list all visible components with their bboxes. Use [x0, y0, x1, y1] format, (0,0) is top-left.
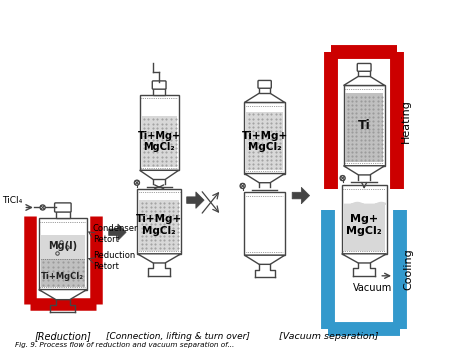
Bar	[39, 219, 87, 290]
Polygon shape	[245, 255, 285, 264]
Bar	[137, 189, 181, 254]
Bar	[245, 102, 285, 173]
Bar	[142, 116, 177, 167]
Bar	[140, 95, 179, 170]
Polygon shape	[292, 187, 310, 204]
Bar	[342, 185, 387, 254]
Text: Cooling: Cooling	[403, 248, 413, 290]
Bar	[344, 85, 385, 166]
Text: Mg(l): Mg(l)	[48, 241, 77, 251]
Polygon shape	[187, 192, 204, 208]
Polygon shape	[344, 166, 385, 175]
Polygon shape	[140, 170, 179, 180]
FancyBboxPatch shape	[55, 203, 71, 212]
Text: Ti+Mg+
MgCl₂: Ti+Mg+ MgCl₂	[136, 214, 182, 236]
Text: Ti+Mg+
MgCl₂: Ti+Mg+ MgCl₂	[242, 131, 288, 152]
Text: Mg+
MgCl₂: Mg+ MgCl₂	[346, 214, 382, 236]
Bar	[153, 88, 165, 95]
Text: Ti+MgCl₂: Ti+MgCl₂	[41, 272, 84, 281]
Text: Vacuum: Vacuum	[353, 283, 392, 293]
Text: Ti+Mg+
MgCl₂: Ti+Mg+ MgCl₂	[137, 131, 181, 152]
Polygon shape	[137, 254, 181, 263]
Text: TiCl₄: TiCl₄	[2, 196, 22, 205]
Bar	[41, 236, 85, 259]
Polygon shape	[245, 93, 285, 102]
Text: [Reduction]: [Reduction]	[35, 331, 91, 341]
Polygon shape	[109, 224, 126, 241]
Circle shape	[240, 183, 245, 188]
Circle shape	[340, 176, 345, 181]
Bar	[344, 204, 385, 251]
Bar	[245, 192, 285, 255]
Text: Heating: Heating	[401, 99, 410, 143]
Bar	[41, 259, 85, 287]
Text: Condenser
Retort: Condenser Retort	[93, 224, 138, 244]
Text: Fig. 9. Process flow of reduction and vacuum separation of...: Fig. 9. Process flow of reduction and va…	[15, 342, 234, 348]
Text: Reduction
Retort: Reduction Retort	[93, 251, 135, 271]
Polygon shape	[245, 173, 285, 183]
FancyBboxPatch shape	[152, 81, 166, 89]
Text: [Vacuum separation]: [Vacuum separation]	[279, 332, 379, 341]
Text: [Connection, lifting & turn over]: [Connection, lifting & turn over]	[106, 332, 249, 341]
Bar	[259, 87, 270, 93]
Bar	[139, 200, 179, 251]
Bar	[246, 112, 283, 170]
Polygon shape	[344, 76, 385, 85]
Text: Ti: Ti	[358, 119, 371, 132]
Circle shape	[135, 180, 139, 185]
FancyBboxPatch shape	[357, 64, 371, 71]
FancyBboxPatch shape	[258, 80, 271, 88]
Polygon shape	[342, 254, 387, 263]
Bar	[55, 211, 70, 219]
Circle shape	[40, 205, 45, 210]
Bar	[346, 93, 383, 162]
Bar	[358, 70, 370, 76]
Polygon shape	[39, 290, 87, 300]
